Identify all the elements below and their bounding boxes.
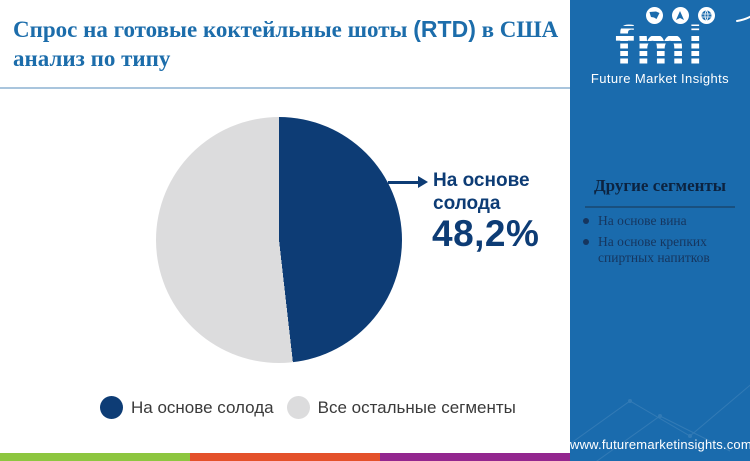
callout-label: На основе солода [433,170,530,214]
other-segments-list: На основе вина На основе крепких спиртны… [583,213,738,271]
legend-swatch-malt [100,396,123,419]
logo-swoosh-icon [736,15,750,22]
footer-bar-purple [380,453,570,461]
sidebar-texture-decoration [570,384,750,461]
us-map-icon [645,7,663,24]
sidebar: fmi Future Market Insights Другие сегмен… [570,0,750,461]
list-item: На основе крепких спиртных напитков [583,234,738,267]
legend-label-malt: На основе солода [131,397,274,417]
website-url[interactable]: www.futuremarketinsights.com [570,437,750,452]
paper-plane-icon [671,7,689,24]
sidebar-heading: Другие сегменты [593,176,727,195]
page-title: Спрос на готовые коктейльные шоты (RTD) … [13,15,565,73]
title-part2: в США [481,17,559,42]
pie-chart [156,117,402,363]
callout-value: 48,2% [432,213,540,254]
list-item: На основе вина [583,213,738,230]
title-part1: Спрос на готовые коктейльные шоты [13,17,408,42]
title-rtd: (RTD) [413,16,476,42]
title-line2: анализ по типу [13,46,171,71]
logo-icon-row [590,7,750,25]
legend-item-malt: На основе солода [100,396,274,419]
chart-legend: На основе солода Все остальные сегменты [100,396,516,419]
fmi-logo: fmi Future Market Insights [570,7,750,86]
legend-swatch-others [286,396,310,419]
logo-text: fmi [615,14,705,77]
globe-icon [697,7,715,24]
sidebar-heading-underline [585,206,735,208]
footer-color-bar [0,453,570,461]
footer-bar-orange [190,453,380,461]
chart-area: Спрос на готовые коктейльные шоты (RTD) … [0,15,570,461]
footer-bar-green [0,453,190,461]
logo-subtext: Future Market Insights [590,71,730,86]
title-divider [0,87,570,89]
callout-arrow-line [388,181,419,184]
legend-item-others: Все остальные сегменты [286,396,516,419]
legend-label-others: Все остальные сегменты [317,397,516,417]
callout-arrow-icon [418,176,428,188]
